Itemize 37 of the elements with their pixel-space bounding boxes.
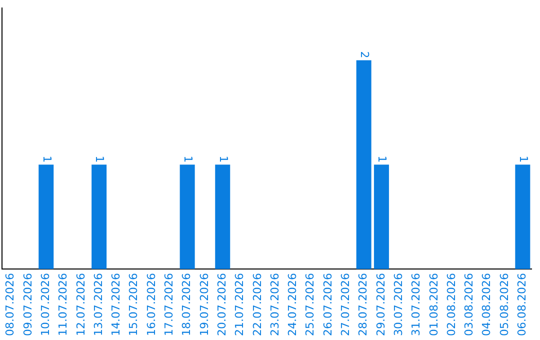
x-tick-label: 30.07.2026 bbox=[392, 273, 405, 336]
data-label: 1 bbox=[40, 156, 54, 163]
data-label: 1 bbox=[516, 156, 530, 163]
data-label: 1 bbox=[216, 156, 230, 163]
x-tick-label: 20.07.2026 bbox=[215, 273, 228, 336]
x-tick-label: 19.07.2026 bbox=[198, 273, 211, 336]
x-tick-label: 31.07.2026 bbox=[410, 273, 423, 336]
data-label: 1 bbox=[181, 156, 194, 163]
x-tick-label: 25.07.2026 bbox=[304, 273, 317, 336]
x-tick-label: 09.07.2026 bbox=[21, 273, 34, 336]
x-tick-label: 05.08.2026 bbox=[498, 273, 511, 336]
x-tick-label: 28.07.2026 bbox=[356, 273, 370, 336]
x-tick-label: 17.07.2026 bbox=[162, 273, 176, 336]
x-tick-label: 03.08.2026 bbox=[462, 273, 476, 336]
x-tick-label: 21.07.2026 bbox=[233, 273, 246, 336]
x-tick-label: 22.07.2026 bbox=[250, 273, 264, 336]
x-tick-label: 04.08.2026 bbox=[480, 273, 494, 336]
x-tick-label: 18.07.2026 bbox=[180, 273, 194, 336]
x-tick-label: 13.07.2026 bbox=[92, 273, 105, 336]
x-tick-label: 26.07.2026 bbox=[321, 273, 334, 336]
x-tick-label: 01.08.2026 bbox=[427, 273, 440, 336]
x-tick-label: 24.07.2026 bbox=[286, 273, 300, 336]
x-tick-label: 27.07.2026 bbox=[339, 273, 352, 336]
data-label: 2 bbox=[358, 51, 371, 58]
data-label: 1 bbox=[93, 156, 106, 163]
x-tick-label: 08.07.2026 bbox=[4, 273, 17, 336]
data-label: 1 bbox=[376, 156, 389, 163]
x-tick-label: 16.07.2026 bbox=[144, 273, 158, 336]
x-tick-label: 10.07.2026 bbox=[38, 273, 52, 336]
x-tick-label: 15.07.2026 bbox=[127, 273, 140, 336]
x-tick-label: 29.07.2026 bbox=[374, 273, 388, 336]
x-tick-label: 06.08.2026 bbox=[516, 273, 529, 336]
x-tick-label: 11.07.2026 bbox=[56, 273, 70, 336]
x-tick-label: 14.07.2026 bbox=[110, 273, 123, 336]
x-tick-label: 02.08.2026 bbox=[444, 273, 458, 336]
x-tick-label: 23.07.2026 bbox=[268, 273, 282, 336]
x-tick-label: 12.07.2026 bbox=[74, 273, 88, 336]
